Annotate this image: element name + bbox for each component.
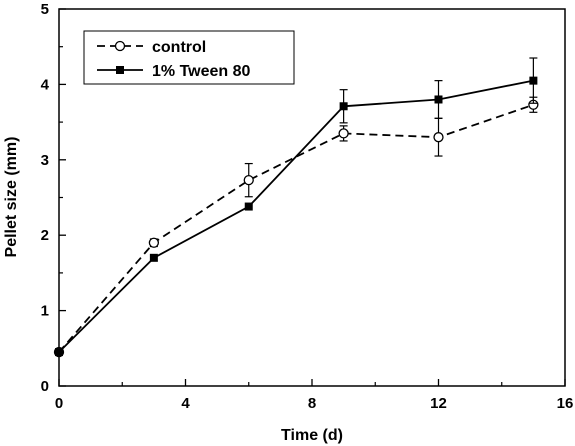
x-tick-label: 12 — [430, 395, 447, 412]
legend-tween-marker — [116, 66, 124, 74]
x-tick-label: 0 — [55, 395, 63, 412]
y-tick-label: 1 — [41, 303, 49, 320]
x-tick-label: 8 — [308, 395, 316, 412]
data-point — [434, 95, 443, 104]
data-point — [243, 175, 254, 186]
y-tick-label: 2 — [41, 227, 49, 244]
x-tick-label: 4 — [181, 395, 190, 412]
series-0 — [53, 96, 539, 358]
series-1 — [55, 57, 538, 357]
y-tick-label: 4 — [41, 76, 50, 93]
legend-control-marker — [114, 40, 126, 52]
x-tick-label: 16 — [557, 395, 574, 412]
y-axis-title: Pellet size (mm) — [3, 137, 20, 258]
axis-ticks — [58, 8, 566, 387]
y-tick-label: 0 — [41, 378, 49, 395]
data-point — [148, 237, 160, 248]
data-point — [244, 202, 253, 211]
data-point — [338, 128, 349, 139]
series-line — [58, 79, 534, 353]
series-layer — [53, 57, 539, 358]
legend: control 1% Tween 80 — [83, 30, 295, 85]
y-tick-label: 3 — [41, 152, 49, 169]
data-point — [55, 348, 63, 357]
data-point — [149, 253, 158, 262]
series-line — [58, 103, 534, 353]
x-axis-title: Time (d) — [281, 427, 343, 444]
data-point — [339, 102, 348, 111]
y-tick-label: 5 — [41, 1, 49, 18]
data-point — [529, 76, 538, 85]
legend-box — [83, 30, 295, 85]
legend-control-label: control — [152, 39, 206, 56]
data-point — [433, 132, 444, 143]
legend-tween-label: 1% Tween 80 — [152, 63, 251, 80]
